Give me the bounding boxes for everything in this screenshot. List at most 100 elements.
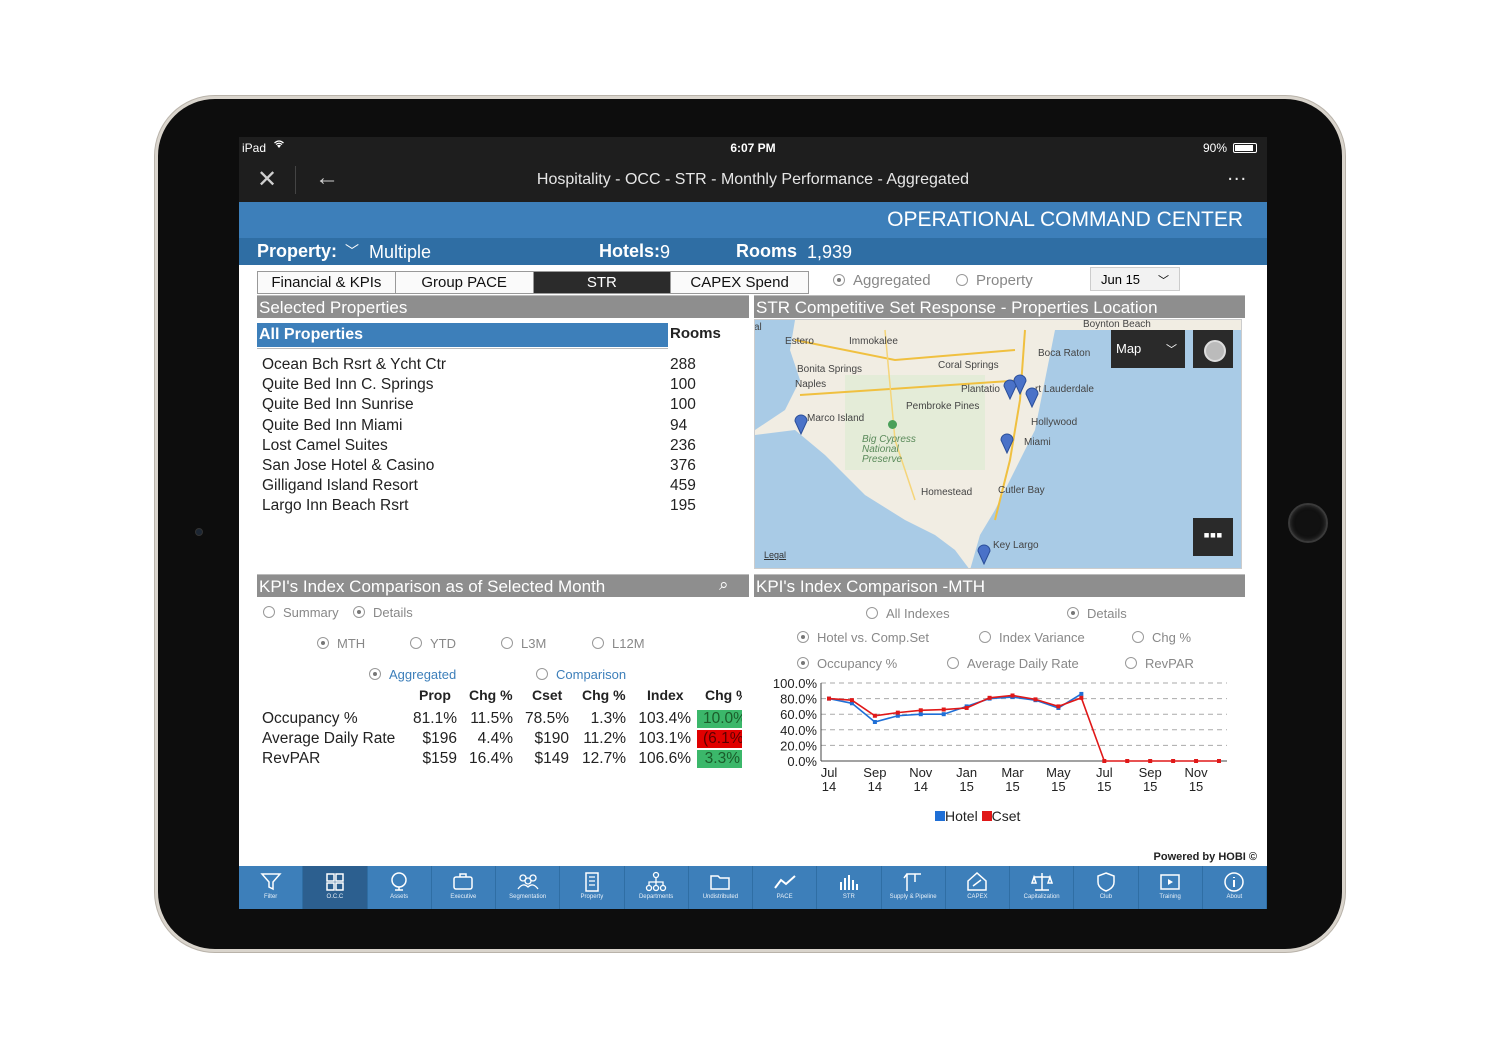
toolbar-item-pace[interactable]: PACE: [753, 866, 818, 909]
summary-option[interactable]: Summary: [263, 605, 339, 620]
property-rooms: 376: [670, 456, 696, 474]
toolbar-item-club[interactable]: Club: [1074, 866, 1139, 909]
comparison-option[interactable]: Comparison: [536, 667, 626, 682]
tab-group-pace[interactable]: Group PACE: [395, 272, 534, 293]
list-item[interactable]: Quite Bed Inn Miami 94: [262, 417, 702, 437]
index-variance-option[interactable]: Index Variance: [979, 630, 1085, 645]
x-tick-label: Nov 15: [1184, 765, 1208, 794]
list-item[interactable]: Quite Bed Inn Sunrise 100: [262, 396, 702, 416]
data-point: [1217, 759, 1221, 763]
radio-aggregated-compare[interactable]: [369, 668, 381, 680]
properties-map[interactable]: Boynton Beach Estero Immokalee al Bonita…: [754, 319, 1242, 569]
radio-details[interactable]: [353, 606, 365, 618]
radio-revpar[interactable]: [1125, 657, 1137, 669]
tab-str[interactable]: STR: [533, 272, 672, 293]
table-row[interactable]: Average Daily Rate $196 4.4% $190 11.2% …: [257, 730, 742, 750]
map-pin-icon[interactable]: [794, 413, 808, 435]
occupancy-option[interactable]: Occupancy %: [797, 656, 897, 671]
tab-financial-kpis[interactable]: Financial & KPIs: [258, 272, 396, 293]
occupancy-line-chart: 0.0%20.0%40.0%60.0%80.0%100.0% Jul 14 Sep 14…: [773, 676, 1227, 794]
details-option[interactable]: Details: [353, 605, 413, 620]
toolbar-item-about[interactable]: About: [1203, 866, 1267, 909]
zoom-icon[interactable]: ⌕: [719, 575, 729, 594]
l3m-option[interactable]: L3M: [501, 636, 546, 651]
map-label: al: [754, 322, 762, 333]
radio-property[interactable]: [956, 274, 968, 286]
toolbar-item-capitalization[interactable]: Capitalization: [1010, 866, 1075, 909]
property-selector[interactable]: Multiple: [369, 242, 432, 262]
cell-index-chg: (6.1%): [697, 730, 742, 748]
radio-chg[interactable]: [1132, 631, 1144, 643]
radio-aggregated[interactable]: [833, 274, 845, 286]
property-option[interactable]: Property: [956, 272, 1033, 289]
toolbar-item-capex[interactable]: CAPEX: [946, 866, 1010, 909]
toolbar-item-departments[interactable]: Departments: [625, 866, 689, 909]
map-pin-icon[interactable]: [1000, 432, 1014, 454]
back-arrow-icon[interactable]: ←: [315, 164, 339, 191]
radio-all-indexes[interactable]: [866, 607, 878, 619]
toolbar-item-segmentation[interactable]: Segmentation: [496, 866, 561, 909]
toolbar-item-supply-pipeline[interactable]: Supply & Pipeline: [882, 866, 946, 909]
details-mth-option[interactable]: Details: [1067, 606, 1127, 621]
table-row[interactable]: Occupancy % 81.1% 11.5% 78.5% 1.3% 103.4…: [257, 710, 742, 730]
aggregated-compare-option[interactable]: Aggregated: [369, 667, 456, 682]
chg-option[interactable]: Chg %: [1132, 630, 1191, 645]
report-title: Hospitality - OCC - STR - Monthly Perfor…: [536, 171, 970, 188]
toolbar-item-executive[interactable]: Executive: [432, 866, 496, 909]
table-row[interactable]: RevPAR $159 16.4% $149 12.7% 106.6% 3.3%: [257, 750, 742, 770]
selected-properties-header: Selected Properties: [257, 295, 749, 318]
hotel-vs-compset-option[interactable]: Hotel vs. Comp.Set: [797, 630, 929, 645]
l12m-option[interactable]: L12M: [592, 636, 645, 651]
data-point: [941, 707, 946, 712]
locate-icon[interactable]: [1193, 330, 1233, 368]
toolbar-item-o-c-c[interactable]: O.C.C: [303, 866, 368, 909]
radio-l3m[interactable]: [501, 637, 513, 649]
radio-mth[interactable]: [317, 637, 329, 649]
map-type-select[interactable]: Map ﹀: [1111, 330, 1185, 368]
radio-comparison[interactable]: [536, 668, 548, 680]
home-button[interactable]: [1288, 503, 1328, 543]
all-indexes-option[interactable]: All Indexes: [866, 606, 950, 621]
all-properties-row[interactable]: All Properties: [257, 323, 668, 347]
radio-hotel-vs-compset[interactable]: [797, 631, 809, 643]
list-item[interactable]: Gilligand Island Resort 459: [262, 477, 702, 497]
radio-occupancy[interactable]: [797, 657, 809, 669]
ytd-option[interactable]: YTD: [410, 636, 456, 651]
adr-option[interactable]: Average Daily Rate: [947, 656, 1079, 671]
col-header-chg: Chg %: [469, 687, 513, 703]
map-pin-icon[interactable]: [1013, 373, 1027, 395]
toolbar-item-undistributed[interactable]: Undistributed: [689, 866, 753, 909]
toolbar-item-str[interactable]: STR: [817, 866, 882, 909]
toolbar-item-filter[interactable]: Filter: [239, 866, 304, 909]
toolbar-item-assets[interactable]: Assets: [368, 866, 432, 909]
map-label: Boca Raton: [1038, 348, 1091, 359]
map-legal-link[interactable]: Legal: [764, 550, 787, 560]
chevron-down-icon[interactable]: ﹀: [345, 243, 359, 259]
list-item[interactable]: Quite Bed Inn C. Springs 100: [262, 376, 702, 396]
map-pin-icon[interactable]: [977, 543, 991, 565]
month-dropdown[interactable]: Jun 15 ﹀: [1090, 267, 1180, 291]
tab-capex-spend[interactable]: CAPEX Spend: [671, 272, 808, 293]
toolbar-item-training[interactable]: Training: [1139, 866, 1203, 909]
radio-adr[interactable]: [947, 657, 959, 669]
more-options-icon[interactable]: ...: [1227, 163, 1247, 185]
radio-ytd[interactable]: [410, 637, 422, 649]
x-tick-label: May 15: [1046, 765, 1071, 794]
radio-index-variance[interactable]: [979, 631, 991, 643]
map-pin-icon[interactable]: [1025, 386, 1039, 408]
list-item[interactable]: San Jose Hotel & Casino 376: [262, 457, 702, 477]
close-icon[interactable]: ✕: [257, 166, 278, 193]
aggregated-option[interactable]: Aggregated: [833, 272, 931, 289]
radio-details-mth[interactable]: [1067, 607, 1079, 619]
mth-option[interactable]: MTH: [317, 636, 365, 651]
list-item[interactable]: Ocean Bch Rsrt & Ycht Ctr 288: [262, 356, 702, 376]
toolbar-item-property[interactable]: Property: [560, 866, 625, 909]
revpar-option[interactable]: RevPAR: [1125, 656, 1194, 671]
list-item[interactable]: Largo Inn Beach Rsrt 195: [262, 497, 702, 517]
radio-l12m[interactable]: [592, 637, 604, 649]
map-more-button[interactable]: ▪▪▪: [1193, 518, 1233, 556]
radio-summary[interactable]: [263, 606, 275, 618]
series-line-hotel: [828, 693, 1082, 723]
toolbar-label: Property: [580, 894, 604, 900]
list-item[interactable]: Lost Camel Suites 236: [262, 437, 702, 457]
